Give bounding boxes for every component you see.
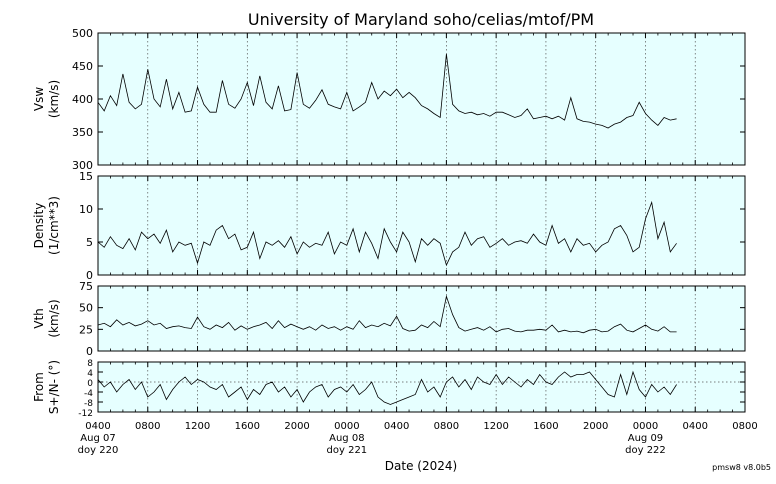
y-tick-label: 450 [72, 60, 93, 73]
plot-frame [97, 175, 746, 276]
x-tick-label: 2000 [284, 421, 309, 432]
series-line [97, 370, 677, 405]
y-tick-label: 25 [79, 323, 93, 336]
x-tick-label: 1200 [185, 421, 210, 432]
series-line [97, 294, 677, 334]
y-tick-label: 0 [87, 379, 93, 389]
chart-title: University of Maryland soho/celias/mtof/… [248, 10, 594, 29]
y-tick-label: -4 [84, 389, 93, 399]
x-tick-label: 0800 [135, 421, 160, 432]
x-date-label: Aug 08 [329, 433, 364, 444]
plot-background [98, 176, 745, 275]
y-axis-unit: (1/cm**3) [47, 196, 61, 255]
y-axis-label: Density [32, 203, 46, 249]
x-tick-label: 0000 [633, 421, 658, 432]
y-tick-label: 500 [72, 27, 93, 40]
panel-1: 300 350 400 450 500 Vsw (km/s) [32, 27, 746, 172]
x-tick-label: 0800 [434, 421, 459, 432]
x-tick-label: 1600 [533, 421, 558, 432]
x-date-label: Aug 07 [80, 433, 115, 444]
y-tick-label: 300 [72, 159, 93, 172]
x-tick-label: 1200 [483, 421, 508, 432]
y-tick-label: 400 [72, 93, 93, 106]
panel-2: 0 5 10 15 Density (1/cm**3) [32, 170, 746, 282]
y-axis-unit: (km/s) [47, 299, 61, 337]
y-axis-label: From [32, 372, 46, 402]
y-axis-label: Vth [32, 308, 46, 329]
series-line [97, 54, 677, 129]
y-tick-label: 15 [79, 170, 93, 183]
x-tick-label: 1600 [235, 421, 260, 432]
y-tick-label: 5 [86, 236, 93, 249]
series-line [97, 200, 677, 267]
y-tick-label: 0 [86, 269, 93, 282]
y-tick-label: 10 [79, 203, 93, 216]
x-date-label: Aug 09 [628, 433, 663, 444]
plot-frame [97, 285, 746, 352]
x-axis-label: Date (2024) [385, 459, 457, 473]
plot-background [98, 33, 745, 165]
y-tick-label: -12 [78, 409, 93, 419]
plot-frame [97, 32, 746, 166]
y-tick-label: 4 [87, 369, 93, 379]
x-tick-label: 0400 [683, 421, 708, 432]
x-tick-label: 0000 [334, 421, 359, 432]
x-doy-label: doy 221 [327, 445, 368, 456]
credit-label: pmsw8 v8.0b5 [712, 463, 771, 472]
x-doy-label: doy 220 [78, 445, 119, 456]
x-tick-label: 2000 [583, 421, 608, 432]
y-tick-label: 50 [79, 302, 93, 315]
x-tick-label: 0800 [732, 421, 757, 432]
y-tick-label: 0 [86, 345, 93, 358]
y-tick-label: 75 [79, 280, 93, 293]
y-tick-label: 8 [87, 359, 93, 369]
plot-background [98, 362, 745, 412]
x-tick-label: 0400 [85, 421, 110, 432]
x-tick-label: 0400 [384, 421, 409, 432]
panel-3: 0 25 50 75 Vth (km/s) [32, 280, 746, 358]
y-axis-unit: S+/N- (°) [47, 360, 61, 414]
plot-frame [97, 361, 746, 413]
y-tick-label: -8 [84, 399, 93, 409]
y-axis-unit: (km/s) [47, 80, 61, 118]
x-doy-label: doy 222 [625, 445, 666, 456]
y-axis-label: Vsw [32, 87, 46, 111]
plot-background [98, 286, 745, 351]
y-tick-label: 350 [72, 126, 93, 139]
